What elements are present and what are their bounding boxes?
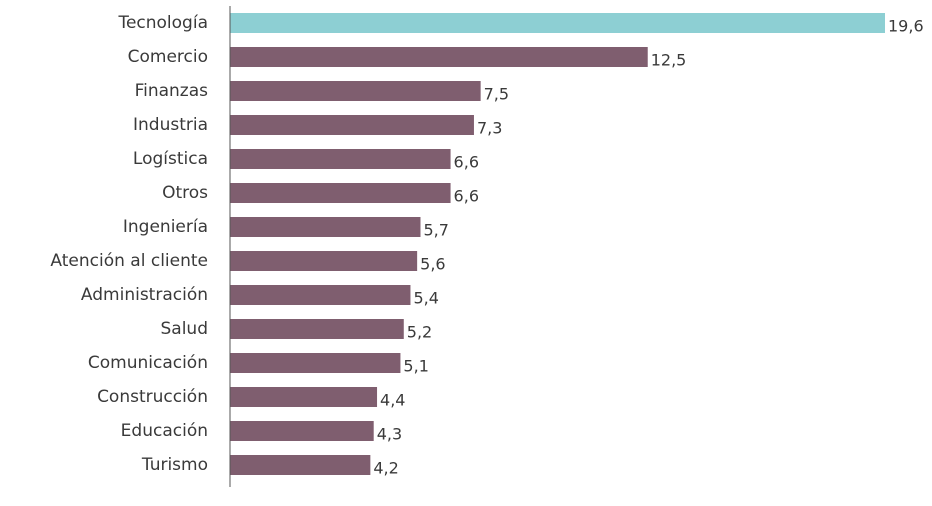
bar-6 xyxy=(230,217,421,237)
value-label: 6,6 xyxy=(454,153,479,172)
category-label: Comercio xyxy=(128,47,208,67)
category-label: Ingeniería xyxy=(123,217,208,237)
bar-0 xyxy=(230,13,885,33)
bar-11 xyxy=(230,387,378,407)
category-label: Atención al cliente xyxy=(50,251,208,271)
bar-13 xyxy=(230,455,371,475)
value-label: 4,2 xyxy=(373,459,398,478)
category-label: Logística xyxy=(133,149,208,169)
value-label: 5,7 xyxy=(423,221,448,240)
category-label: Otros xyxy=(162,183,208,203)
bar-2 xyxy=(230,81,481,101)
value-label: 4,4 xyxy=(380,391,405,410)
value-label: 5,2 xyxy=(407,323,432,342)
value-label: 4,3 xyxy=(377,425,402,444)
bars-group xyxy=(230,13,885,475)
category-label: Finanzas xyxy=(135,81,209,101)
bar-12 xyxy=(230,421,374,441)
category-label: Comunicación xyxy=(88,353,208,373)
category-label: Salud xyxy=(161,319,209,339)
bar-3 xyxy=(230,115,474,135)
value-label: 5,4 xyxy=(413,289,438,308)
category-label: Tecnología xyxy=(117,13,208,33)
bar-5 xyxy=(230,183,451,203)
category-labels: Tecnología Comercio Finanzas Industria Logís… xyxy=(50,13,208,475)
value-labels: 19,6 12,5 7,5 7,3 6,6 6,6 5,7 5,6 5,4 5,2 5,1 4,4 4,… xyxy=(373,17,923,478)
bar-7 xyxy=(230,251,418,271)
category-label: Educación xyxy=(121,421,208,441)
value-label: 7,5 xyxy=(484,85,509,104)
value-label: 7,3 xyxy=(477,119,502,138)
value-label: 19,6 xyxy=(888,17,924,36)
value-label: 5,1 xyxy=(403,357,428,376)
bar-10 xyxy=(230,353,401,373)
category-label: Construcción xyxy=(97,387,208,407)
category-label: Administración xyxy=(81,285,208,305)
value-label: 12,5 xyxy=(651,51,687,70)
category-label: Turismo xyxy=(141,455,208,475)
value-label: 6,6 xyxy=(454,187,479,206)
bar-4 xyxy=(230,149,451,169)
category-label: Industria xyxy=(133,115,208,135)
bar-9 xyxy=(230,319,404,339)
bar-1 xyxy=(230,47,648,67)
value-label: 5,6 xyxy=(420,255,445,274)
bar-8 xyxy=(230,285,411,305)
